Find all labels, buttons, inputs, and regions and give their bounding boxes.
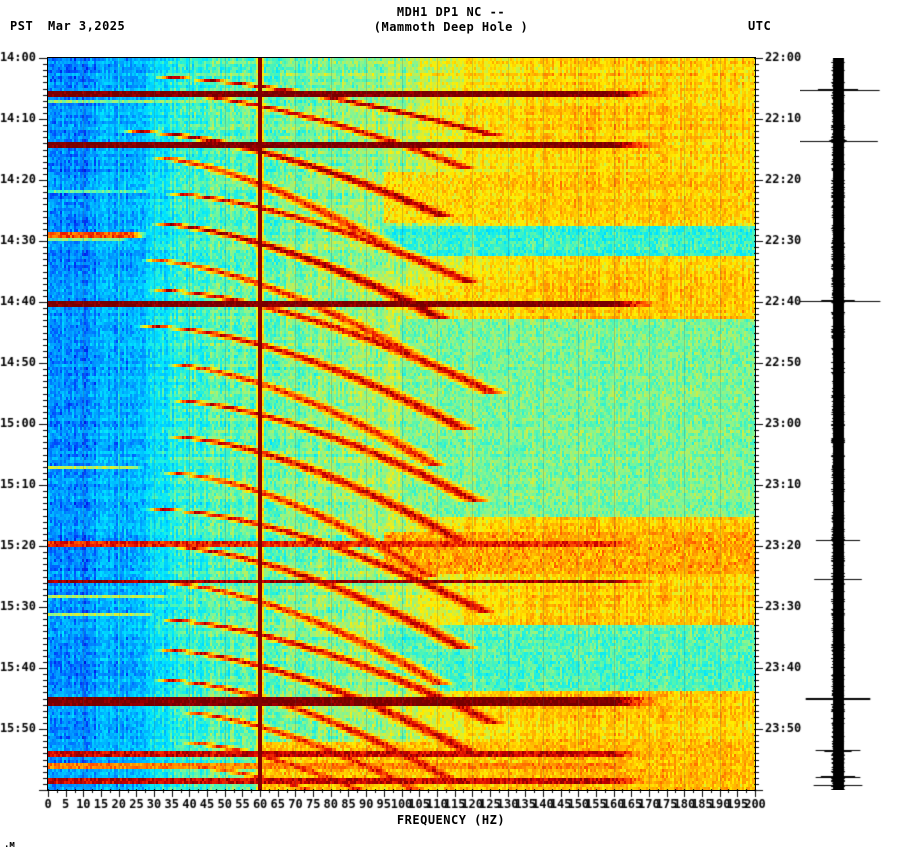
- seismogram-trace-panel: [800, 58, 896, 790]
- x-axis-title: FREQUENCY (HZ): [396, 813, 506, 827]
- spectrogram-canvas[interactable]: [48, 58, 755, 790]
- timezone-label-left: PST: [10, 19, 34, 33]
- timezone-label-right: UTC: [748, 19, 772, 33]
- spectrogram-plot-area[interactable]: [48, 58, 755, 790]
- date-label: Mar 3,2025: [48, 19, 126, 33]
- corner-artifact-glyph: .м: [4, 840, 15, 850]
- page-title: MDH1 DP1 NC --: [396, 5, 506, 19]
- y-axis-left-local-time: [0, 50, 48, 800]
- x-axis-frequency: [40, 789, 830, 815]
- page-subtitle: (Mammoth Deep Hole ): [373, 20, 529, 34]
